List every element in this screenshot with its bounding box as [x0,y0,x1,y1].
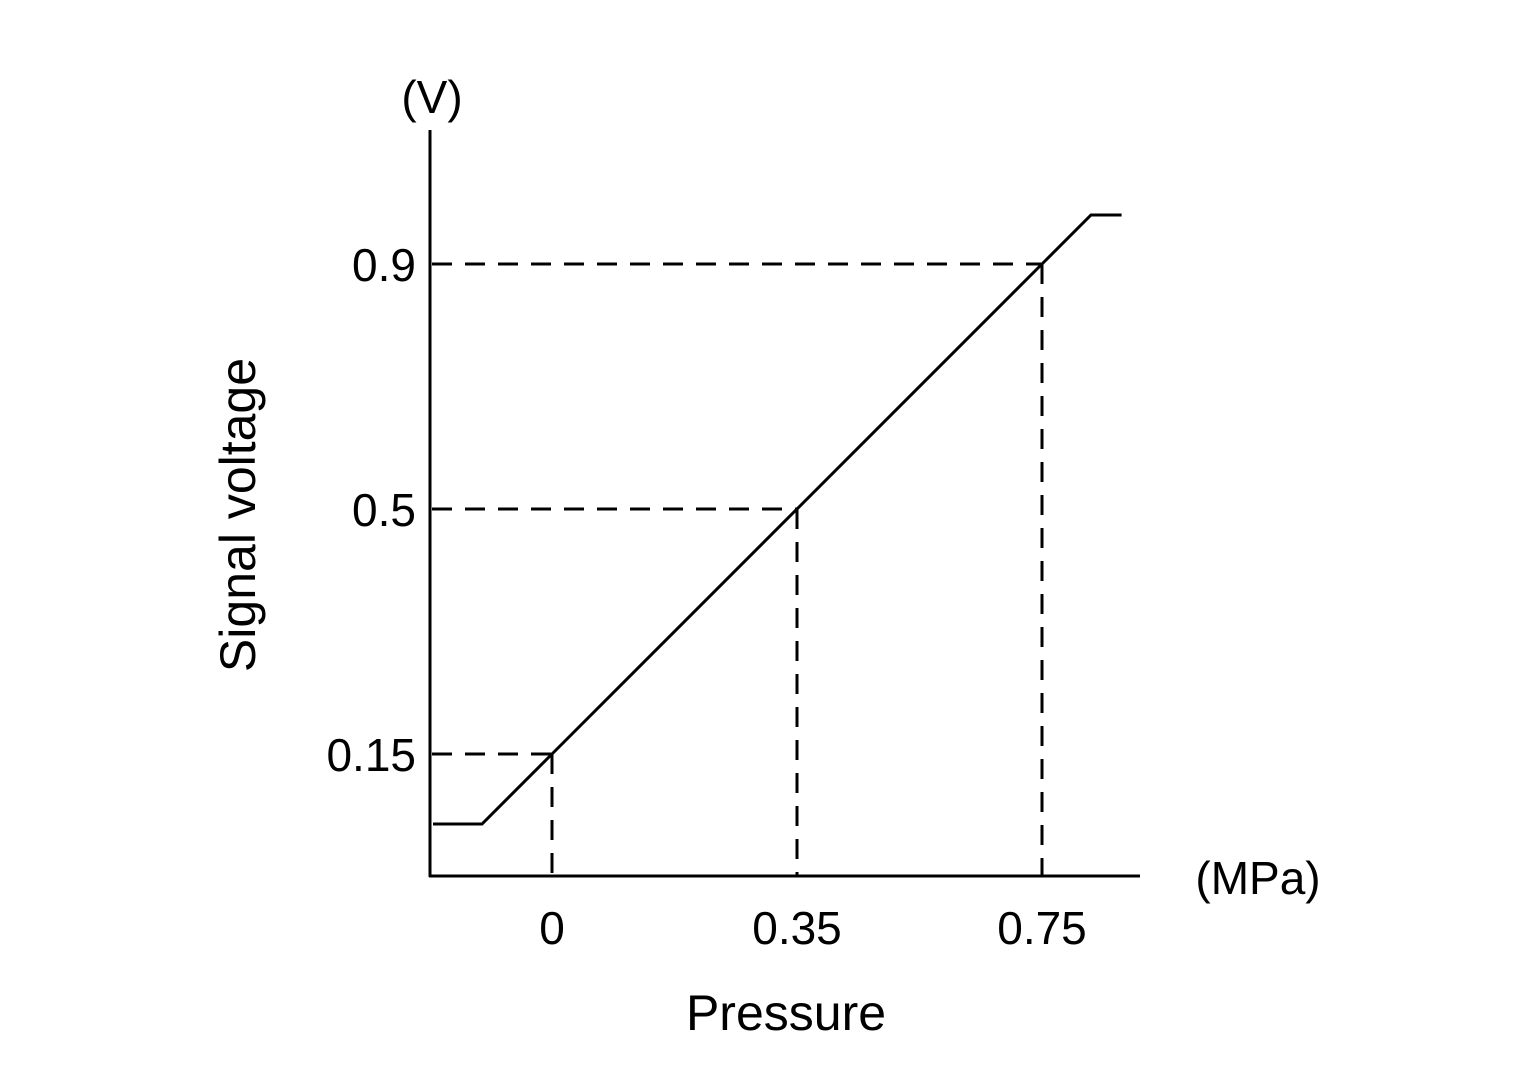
x-axis-label: Pressure [686,985,886,1041]
x-unit-label: (MPa) [1195,852,1320,904]
y-tick-label: 0.15 [326,729,416,781]
x-tick-label: 0 [539,902,565,954]
y-axis-label: Signal voltage [210,358,266,672]
guide-lines [432,262,1044,875]
y-tick-label: 0.5 [352,484,416,536]
x-tick-label: 0.75 [997,902,1087,954]
series-line [433,213,1122,826]
y-unit-label: (V) [401,71,462,123]
y-tick-label: 0.9 [352,239,416,291]
x-tick-label: 0.35 [752,902,842,954]
